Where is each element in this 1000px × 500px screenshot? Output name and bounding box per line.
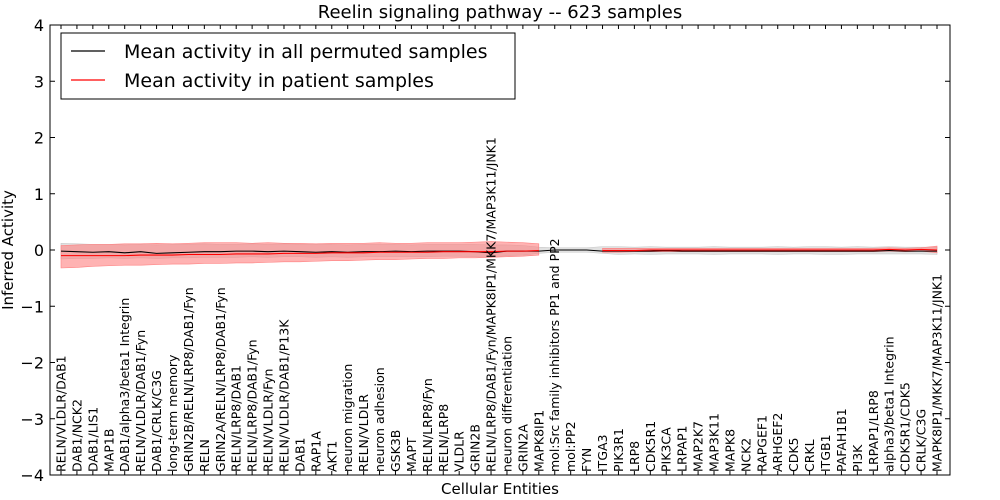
x-tick-label: LRPAP1/LRP8 (866, 390, 881, 472)
y-tick-label: −1 (20, 297, 44, 316)
x-tick-label: MAP3K11 (707, 413, 722, 472)
y-axis-label: Inferred Activity (0, 190, 17, 310)
x-tick-label: DAB1/NCK2 (69, 399, 84, 472)
legend-box (60, 32, 516, 100)
x-axis-label: Cellular Entities (441, 480, 559, 498)
x-tick-label: RELN/VLDLR/DAB1/P13K (276, 319, 291, 472)
x-tick-label: neuron migration (340, 364, 355, 472)
chart-title: Reelin signaling pathway -- 623 samples (318, 2, 682, 23)
x-tick-label: RELN/LRP8 (436, 404, 451, 472)
x-tick-label: RELN/LRP8/DAB1/Fyn/MAPK8IP1/MKK7/MAP3K11… (484, 137, 499, 472)
band-patient (60, 241, 540, 269)
x-tick-label: alpha3/beta1 Integrin (882, 336, 897, 472)
x-tick-label: LRPAP1 (675, 426, 690, 472)
x-tick-label: LRP8 (627, 441, 642, 472)
x-tick-label: MAPT (404, 437, 419, 472)
x-tick-label: GRIN2B (468, 424, 483, 472)
x-tick-label: FYN (579, 448, 594, 472)
x-axis: RELN/VLDLR/DAB1 DAB1/NCK2 DAB1/LIS1 MAP1B DA… (54, 25, 945, 475)
x-tick-label: CDK5R1 (643, 421, 658, 472)
line-patient (602, 248, 938, 252)
x-tick-label: ARHGEF2 (770, 413, 785, 472)
x-tick-label: PI3K (850, 444, 865, 472)
x-tick-label: RELN/VLDLR/Fyn (261, 369, 276, 472)
x-tick-label: RAP1A (308, 431, 323, 472)
x-tick-label: RELN/VLDLR/DAB1/Fyn (133, 330, 148, 472)
y-tick-label: −2 (20, 354, 44, 373)
x-tick-label: CRKL (802, 439, 817, 472)
x-tick-label: RELN (197, 439, 212, 472)
line-permuted (60, 249, 937, 254)
legend-label-patient: Mean activity in patient samples (124, 70, 434, 92)
x-tick-label: DAB1/alpha3/beta1 Integrin (117, 298, 132, 472)
legend-label-permuted: Mean activity in all permuted samples (124, 41, 487, 63)
x-tick-label: PAFAH1B1 (834, 408, 849, 472)
x-tick-label: DAB1/LIS1 (85, 407, 100, 472)
x-tick-label: PIK3R1 (611, 428, 626, 472)
x-tick-label: CDK5 (786, 437, 801, 472)
x-tick-label: RELN/VLDLR/DAB1 (54, 355, 69, 472)
y-tick-label: −3 (20, 410, 44, 429)
x-tick-label: GRIN2A (515, 424, 530, 472)
x-tick-label: ITGB1 (818, 434, 833, 472)
x-tick-label: RAPGEF1 (754, 415, 769, 472)
x-tick-label: mol:Src family inhibitors PP1 and PP2 (547, 238, 562, 472)
x-tick-label: PIK3CA (659, 427, 674, 472)
x-tick-label: DAB1 (292, 438, 307, 473)
legend: Mean activity in all permuted samples Me… (60, 32, 516, 100)
x-tick-label: DAB1/CRLK/C3G (149, 370, 164, 472)
y-tick-label: 2 (34, 129, 44, 148)
x-tick-label: CRLK/C3G (914, 409, 929, 472)
x-tick-label: mol:PP2 (563, 421, 578, 472)
x-tick-label: GSK3B (388, 430, 403, 472)
x-tick-label: neuron adhesion (372, 367, 387, 472)
y-tick-label: −4 (20, 466, 44, 485)
x-tick-label: long-term memory (165, 354, 180, 472)
x-tick-label: RELN/LRP8/Fyn (420, 378, 435, 472)
x-tick-label: RELN/LRP8/DAB1 (229, 365, 244, 472)
x-tick-label: neuron differentiation (499, 336, 514, 472)
y-tick-label: 1 (34, 185, 44, 204)
x-tick-label: GRIN2B/RELN/LRP8/DAB1/Fyn (181, 287, 196, 472)
x-tick-label: GRIN2A/RELN/LRP8/DAB1/Fyn (213, 287, 228, 472)
x-tick-label: RELN/LRP8/DAB1/Fyn (245, 339, 260, 472)
y-tick-label: 4 (34, 16, 44, 35)
y-tick-label: 0 (34, 241, 44, 260)
x-tick-label: AKT1 (324, 441, 339, 472)
line-patient (61, 250, 539, 257)
x-tick-label: MAPK8IP1/MKK7/MAP3K11/JNK1 (930, 274, 945, 472)
x-tick-label: MAPK8IP1 (531, 410, 546, 472)
y-axis: −4 −3 −2 −1 0 1 2 3 4 (20, 16, 950, 485)
x-tick-label: ITGA3 (595, 434, 610, 472)
x-tick-label: RELN/VLDLR (356, 394, 371, 472)
x-tick-label: MAP2K7 (691, 421, 706, 472)
x-tick-label: VLDLR (452, 431, 467, 472)
x-tick-label: CDK5R1/CDK5 (898, 382, 913, 472)
series-lines (60, 248, 938, 257)
y-tick-label: 3 (34, 72, 44, 91)
x-tick-label: MAPK8 (722, 429, 737, 472)
x-tick-label: NCK2 (738, 438, 753, 472)
x-tick-label: MAP1B (101, 429, 116, 472)
